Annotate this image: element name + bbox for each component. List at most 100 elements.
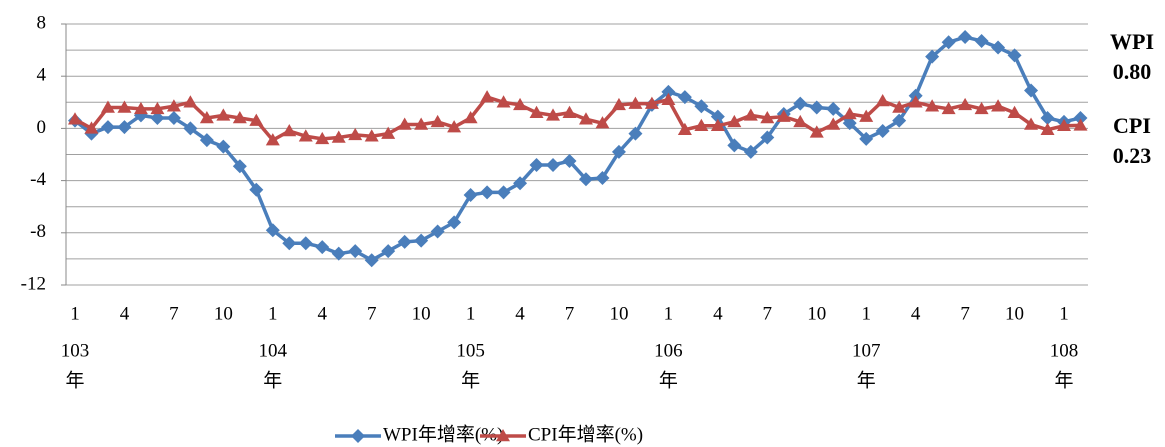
- point: [611, 97, 626, 111]
- point: [496, 95, 511, 108]
- point: [892, 100, 907, 113]
- point: [463, 110, 478, 124]
- point: [463, 187, 478, 202]
- x-tick-label: 10: [214, 303, 233, 324]
- y-tick-label: 0: [37, 117, 47, 138]
- x-tick-label: 10: [1005, 303, 1024, 324]
- point: [562, 105, 577, 118]
- point: [1040, 110, 1055, 125]
- point: [727, 114, 742, 128]
- point: [1007, 48, 1022, 63]
- point: [562, 154, 577, 169]
- x-tick-label: 1: [1059, 303, 1069, 324]
- point: [595, 116, 610, 129]
- point: [282, 124, 297, 137]
- x-tick-label: 4: [318, 303, 328, 324]
- point: [760, 110, 775, 124]
- point: [315, 240, 330, 255]
- x-tick-label: 7: [763, 303, 773, 324]
- point: [826, 101, 841, 116]
- point: [677, 90, 692, 105]
- point: [743, 144, 758, 159]
- point: [414, 117, 429, 130]
- x-tick-label: 7: [367, 303, 377, 324]
- point: [546, 157, 561, 172]
- point: [183, 121, 198, 136]
- point: [364, 129, 379, 142]
- point: [743, 108, 758, 121]
- point: [265, 223, 280, 238]
- x-year-label: 108: [1050, 340, 1079, 361]
- point: [826, 117, 841, 130]
- point: [480, 90, 495, 103]
- x-year-unit: 年: [1054, 369, 1073, 391]
- x-tick-label: 4: [120, 303, 130, 324]
- legend-marker: [351, 429, 365, 443]
- x-tick-label: 7: [169, 303, 179, 324]
- x-year-label: 107: [852, 340, 881, 361]
- annotation-value: 0.23: [1113, 143, 1152, 168]
- point: [578, 172, 593, 187]
- point: [447, 215, 462, 230]
- y-tick-label: 4: [37, 65, 47, 86]
- point: [68, 112, 82, 125]
- point: [117, 120, 132, 135]
- point: [282, 236, 297, 251]
- x-year-label: 106: [654, 340, 683, 361]
- point: [298, 129, 313, 142]
- point: [100, 100, 115, 113]
- point: [166, 99, 181, 112]
- point: [381, 244, 396, 259]
- point: [925, 49, 940, 64]
- point: [694, 118, 709, 132]
- point: [529, 105, 544, 118]
- point: [628, 96, 643, 109]
- legend-label: CPI年增率(%): [528, 423, 643, 445]
- point: [199, 110, 214, 124]
- x-tick-label: 10: [807, 303, 826, 324]
- point: [710, 118, 725, 132]
- x-year-unit: 年: [659, 369, 678, 391]
- point: [1007, 105, 1022, 118]
- point: [513, 97, 528, 111]
- point: [249, 113, 264, 126]
- point: [480, 185, 495, 200]
- point: [348, 127, 363, 141]
- y-tick-label: -4: [30, 169, 46, 190]
- point: [216, 139, 231, 154]
- x-tick-label: 4: [515, 303, 525, 324]
- annotation-label: WPI: [1110, 29, 1154, 54]
- point: [809, 100, 824, 115]
- x-tick-label: 1: [664, 303, 674, 324]
- point: [249, 182, 264, 197]
- point: [925, 99, 940, 112]
- x-tick-label: 10: [609, 303, 628, 324]
- point: [298, 236, 313, 251]
- x-year-unit: 年: [857, 369, 876, 391]
- point: [414, 233, 429, 248]
- point: [875, 93, 890, 107]
- x-year-label: 104: [259, 340, 288, 361]
- x-tick-label: 4: [713, 303, 723, 324]
- point: [727, 138, 742, 153]
- x-tick-label: 1: [861, 303, 871, 324]
- point: [859, 109, 874, 122]
- point: [875, 124, 890, 139]
- point: [793, 114, 808, 128]
- point: [546, 108, 561, 121]
- annotation-label: CPI: [1113, 113, 1151, 138]
- point: [430, 114, 445, 128]
- y-tick-label: -8: [30, 221, 46, 242]
- annotation-value: 0.80: [1113, 59, 1152, 84]
- point: [232, 110, 247, 124]
- point: [859, 131, 874, 146]
- point: [84, 121, 99, 134]
- point: [842, 107, 857, 120]
- point: [166, 110, 181, 125]
- x-tick-label: 7: [565, 303, 575, 324]
- point: [381, 126, 396, 139]
- point: [809, 125, 824, 138]
- point: [974, 101, 989, 115]
- point: [216, 108, 231, 121]
